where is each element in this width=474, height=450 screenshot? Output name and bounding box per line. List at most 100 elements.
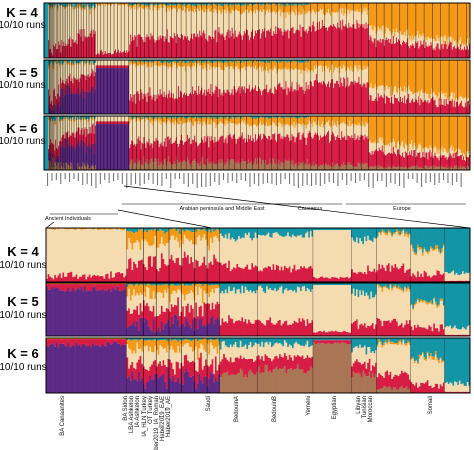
top-k4-bar-323-red xyxy=(371,41,373,58)
top-k6-bar-80-red xyxy=(125,121,127,125)
top-k4-bar-417-beige xyxy=(466,39,469,46)
top-k5-bar-240-beige xyxy=(287,69,289,88)
top-k4-bar-399-red xyxy=(448,44,451,58)
top-k5-bar-399-beige xyxy=(448,97,451,102)
top-k4-bar-278-beige xyxy=(325,12,328,28)
top-k4-bar-109-orange xyxy=(154,4,156,8)
top-k5-bar-415-beige xyxy=(464,96,467,103)
top-k6-bar-274-orange xyxy=(321,116,324,121)
top-k4-bar-204-red xyxy=(250,31,253,58)
top-k6-bar-239-orange xyxy=(286,117,288,125)
top-k6-bar-377-orange xyxy=(426,116,428,148)
top-k5-bar-144-teal xyxy=(190,60,192,62)
top-k5-bar-87-orange xyxy=(132,62,134,65)
top-k6-bar-127-brown xyxy=(172,164,175,170)
top-k5-bar-121-teal xyxy=(166,60,169,63)
top-k4-bar-359-beige xyxy=(408,35,410,47)
top-k5-bar-30-beige xyxy=(74,61,76,79)
top-k5-bar-286-orange xyxy=(334,60,336,70)
top-k4-bar-220-orange xyxy=(267,3,269,11)
top-k4-bar-96-beige xyxy=(141,7,143,38)
top-k5-bar-352-beige xyxy=(401,90,403,103)
top-k6-bar-128-red xyxy=(173,142,176,162)
top-k6-bar-360-brown xyxy=(409,167,411,170)
top-k5-bar-28-orange xyxy=(72,62,74,66)
top-k5-bar-42-red xyxy=(86,75,88,92)
top-k5-bar-243-red xyxy=(290,86,292,114)
top-k4-bar-281-beige xyxy=(329,13,331,27)
top-k4-bar-324-orange xyxy=(372,3,374,31)
top-k6-bar-140-beige xyxy=(186,123,188,141)
top-k6-bar-108-red xyxy=(153,141,155,163)
top-k4-bar-58-beige xyxy=(102,3,105,55)
top-k5-bar-80-purple xyxy=(125,68,127,114)
top-k4-bar-122-beige xyxy=(167,8,170,43)
top-k4-bar-279-red xyxy=(326,30,329,58)
top-k6-bar-131-beige xyxy=(176,123,179,144)
top-k4-bar-307-beige xyxy=(355,11,357,29)
top-k6-bar-38-orange xyxy=(82,117,84,121)
top-k6-bar-260-teal xyxy=(307,116,310,118)
top-k4-bar-390-red xyxy=(439,49,441,58)
top-k5-bar-241-orange xyxy=(288,60,290,69)
top-k4-bar-146-orange xyxy=(192,5,194,12)
top-k4-bar-384-beige xyxy=(433,39,435,49)
top-k5-bar-320-red xyxy=(368,100,370,114)
top-k5-bar-22-purple xyxy=(66,84,68,114)
top-k6-bar-127-teal xyxy=(172,116,175,118)
top-k4-bar-227-orange xyxy=(274,3,276,13)
top-k5-bar-93-red xyxy=(138,93,140,114)
top-k5-bar-323-orange xyxy=(371,60,373,89)
top-k4-bar-270-red xyxy=(317,29,320,58)
top-k6-bar-109-red xyxy=(154,141,156,158)
top-k4-bar-353-orange xyxy=(402,3,404,35)
top-k6-bar-379-red xyxy=(428,152,430,169)
top-k5-bar-26-purple xyxy=(70,93,72,114)
top-k4-bar-64-red xyxy=(108,52,111,58)
top-k6-bar-293-beige xyxy=(341,122,343,132)
top-k5-bar-296-red xyxy=(344,78,346,114)
top-k6-bar-222-brown xyxy=(269,158,271,170)
top-k6-bar-246-beige xyxy=(293,121,295,137)
top-k6-bar-262-orange xyxy=(309,116,312,122)
top-k4-bar-347-beige xyxy=(395,28,398,38)
top-k5-bar-349-orange xyxy=(397,60,400,89)
top-k6-bar-1-teal xyxy=(45,116,47,170)
top-k4-bar-76-orange xyxy=(121,3,123,5)
top-k6-bar-144-brown xyxy=(190,165,192,170)
top-k6-bar-66-beige xyxy=(110,116,113,122)
top-k4-bar-44-teal xyxy=(88,3,90,8)
top-k6-bar-339-red xyxy=(387,152,390,166)
top-k5-bar-310-orange xyxy=(358,60,360,66)
top-k5-bar-87-red xyxy=(132,101,134,114)
top-k4-bar-143-beige xyxy=(189,11,191,41)
top-k6-bar-182-brown xyxy=(228,164,230,170)
top-k5-bar-99-red xyxy=(144,96,146,114)
top-k5-bar-185-red xyxy=(231,89,233,114)
top-k6-bar-385-orange xyxy=(434,116,436,146)
top-k5-bar-401-red xyxy=(450,101,453,114)
top-k6-bar-395-orange xyxy=(444,116,446,149)
top-k4-bar-110-orange xyxy=(155,3,157,6)
top-k4-bar-288-beige xyxy=(336,11,338,29)
top-k4-bar-295-beige xyxy=(343,15,345,26)
top-k6-bar-340-brown xyxy=(388,167,391,170)
top-k5-bar-310-red xyxy=(358,76,360,114)
top-k5-bar-383-red xyxy=(432,96,434,114)
top-k5-bar-360-orange xyxy=(409,60,411,90)
top-k4-bar-98-red xyxy=(143,42,145,58)
top-k6-bar-347-brown xyxy=(395,167,398,170)
top-k4-bar-254-orange xyxy=(301,5,303,15)
top-k5-bar-81-beige xyxy=(126,60,128,66)
top-k4-bar-255-red xyxy=(302,26,304,58)
top-k4-bar-405-red xyxy=(454,48,457,58)
top-k5-bar-120-red xyxy=(165,94,168,114)
top-k5-bar-408-orange xyxy=(457,60,460,101)
top-k6-bar-50-red xyxy=(94,125,97,144)
top-k5-bar-92-beige xyxy=(137,66,139,92)
top-k6-bar-16-brown xyxy=(60,161,62,170)
top-k4-bar-40-orange xyxy=(84,7,86,11)
top-k6-bar-97-red xyxy=(142,143,144,166)
top-k6-bar-85-red xyxy=(130,144,132,161)
top-k4-bar-318-orange xyxy=(366,3,368,16)
